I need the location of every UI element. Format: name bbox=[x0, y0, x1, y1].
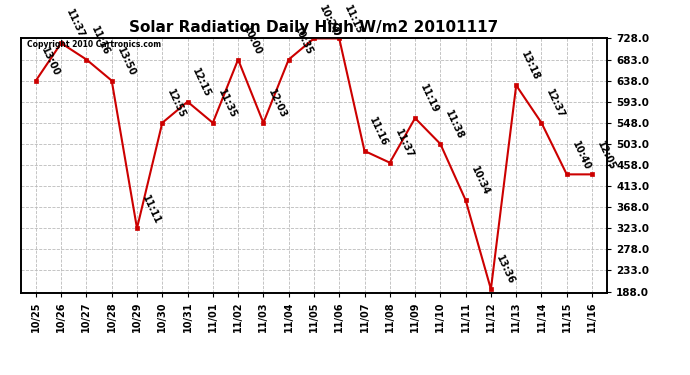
Text: 12:15: 12:15 bbox=[190, 67, 213, 99]
Text: 11:37: 11:37 bbox=[393, 128, 415, 160]
Text: 12:05: 12:05 bbox=[595, 139, 618, 172]
Text: 11:19: 11:19 bbox=[418, 83, 440, 116]
Text: 10:34: 10:34 bbox=[469, 165, 491, 197]
Text: 11:38: 11:38 bbox=[444, 109, 466, 141]
Text: 10:00: 10:00 bbox=[241, 24, 264, 57]
Text: 11:16: 11:16 bbox=[90, 24, 112, 57]
Text: 12:03: 12:03 bbox=[266, 88, 288, 120]
Text: 13:18: 13:18 bbox=[519, 50, 542, 82]
Text: Copyright 2010 Cartronics.com: Copyright 2010 Cartronics.com bbox=[26, 40, 161, 49]
Text: 11:16: 11:16 bbox=[368, 116, 390, 148]
Title: Solar Radiation Daily High W/m2 20101117: Solar Radiation Daily High W/m2 20101117 bbox=[129, 20, 499, 35]
Text: 13:36: 13:36 bbox=[494, 254, 516, 286]
Text: 13:00: 13:00 bbox=[39, 45, 61, 78]
Text: 10:35: 10:35 bbox=[292, 24, 314, 57]
Text: 12:37: 12:37 bbox=[544, 88, 566, 120]
Text: 13:50: 13:50 bbox=[115, 45, 137, 78]
Text: 10:24: 10:24 bbox=[317, 3, 339, 36]
Text: 12:55: 12:55 bbox=[166, 88, 188, 120]
Text: 11:11: 11:11 bbox=[140, 193, 162, 225]
Text: 10:40: 10:40 bbox=[570, 139, 592, 172]
Text: 11:35: 11:35 bbox=[216, 88, 238, 120]
Text: 11:37: 11:37 bbox=[64, 8, 86, 40]
Text: 11:15: 11:15 bbox=[342, 3, 364, 36]
